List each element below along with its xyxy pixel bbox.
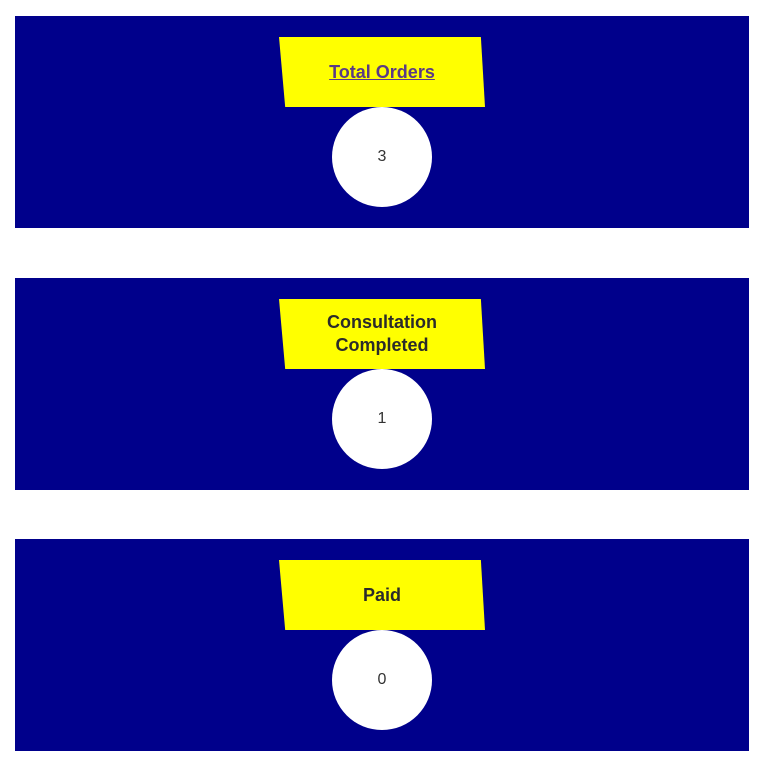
- stat-label-banner: Total Orders: [279, 37, 485, 107]
- stat-label-text: Total Orders: [299, 61, 465, 84]
- paid-count: 0: [377, 671, 387, 688]
- total-orders-count: 3: [377, 148, 387, 165]
- stat-label-banner: Paid: [279, 560, 485, 630]
- consultation-completed-label: Consultation Completed: [327, 312, 437, 355]
- stat-card-consultation-completed: Consultation Completed 1: [15, 278, 749, 490]
- stat-count-circle: 0: [332, 630, 432, 730]
- stat-card-paid: Paid 0: [15, 539, 749, 751]
- paid-label: Paid: [362, 584, 401, 605]
- stat-count-circle: 1: [332, 369, 432, 469]
- stat-label-banner: Consultation Completed: [279, 299, 485, 369]
- stat-count-circle: 3: [332, 107, 432, 207]
- total-orders-link[interactable]: Total Orders: [329, 61, 435, 82]
- stat-card-total-orders: Total Orders 3: [15, 16, 749, 228]
- consultation-completed-count: 1: [377, 410, 387, 427]
